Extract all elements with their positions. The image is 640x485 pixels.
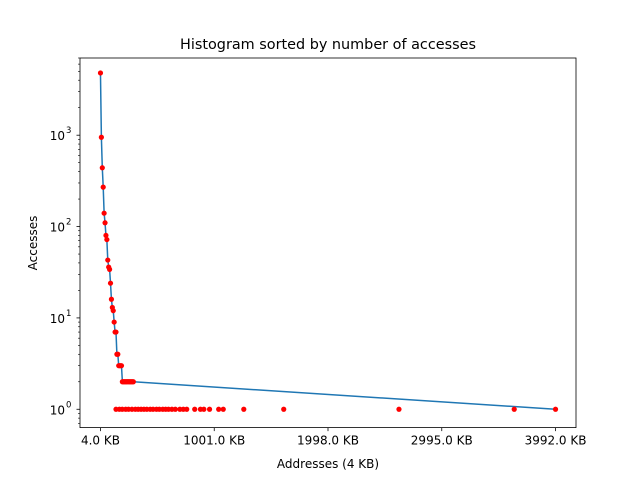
data-point bbox=[184, 406, 190, 412]
data-point bbox=[107, 280, 114, 286]
data-point bbox=[99, 165, 105, 171]
data-point bbox=[511, 406, 517, 412]
x-tick-label: 4.0 KB bbox=[81, 434, 120, 448]
y-tick-exponent: 1 bbox=[66, 309, 71, 319]
chart-title: Histogram sorted by number of accesses bbox=[180, 37, 476, 53]
y-tick-exponent: 2 bbox=[66, 218, 71, 228]
plot-frame bbox=[79, 57, 577, 429]
x-tick-label: 1001.0 KB bbox=[183, 434, 245, 448]
data-point bbox=[396, 406, 402, 412]
y-axis-label: Accesses bbox=[26, 216, 40, 271]
y-tick-label: 10 bbox=[50, 312, 65, 326]
y-tick-label: 10 bbox=[50, 403, 65, 417]
y-tick-base: 10 bbox=[50, 221, 65, 235]
data-point bbox=[111, 319, 117, 325]
data-point bbox=[241, 406, 247, 412]
x-axis-ticks: 4.0 KB 1001.0 KB 1998.0 KB 2995.0 KB 3992.0 … bbox=[81, 427, 587, 448]
y-tick-label: 10 bbox=[50, 129, 65, 143]
data-point bbox=[281, 406, 287, 412]
data-point bbox=[107, 266, 113, 272]
data-point bbox=[192, 406, 198, 412]
data-point bbox=[201, 406, 207, 412]
data-point bbox=[102, 220, 108, 226]
x-tick-label: 1998.0 KB bbox=[297, 434, 359, 448]
data-point bbox=[103, 232, 109, 239]
data-point bbox=[101, 210, 107, 216]
data-point bbox=[104, 236, 110, 243]
plot-series bbox=[97, 70, 559, 412]
data-point bbox=[110, 308, 116, 314]
x-axis-label: Addresses (4 KB) bbox=[277, 457, 379, 471]
y-tick-base: 10 bbox=[50, 403, 65, 417]
y-tick-exponent: 3 bbox=[66, 126, 71, 136]
data-point bbox=[100, 184, 106, 190]
data-point bbox=[172, 406, 178, 412]
y-tick-label: 10 bbox=[50, 221, 65, 235]
data-point bbox=[130, 379, 136, 385]
y-tick-base: 10 bbox=[50, 129, 65, 143]
data-point bbox=[206, 406, 213, 412]
data-point bbox=[220, 406, 226, 412]
x-tick-label: 2995.0 KB bbox=[411, 434, 473, 448]
x-tick-label: 3992.0 KB bbox=[525, 434, 587, 448]
data-point bbox=[113, 329, 119, 335]
data-point bbox=[115, 351, 121, 357]
data-point bbox=[98, 134, 104, 140]
y-tick-base: 10 bbox=[50, 312, 65, 326]
y-tick-exponent: 0 bbox=[66, 400, 71, 410]
data-point bbox=[118, 363, 125, 369]
data-point bbox=[552, 406, 559, 412]
data-point bbox=[108, 296, 115, 302]
data-point bbox=[97, 70, 104, 76]
data-point bbox=[105, 257, 111, 263]
data-point bbox=[216, 406, 222, 412]
